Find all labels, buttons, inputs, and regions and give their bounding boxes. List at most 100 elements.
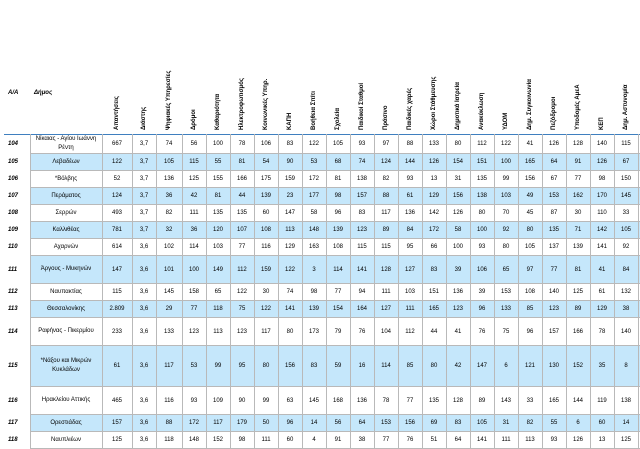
column-header: Καθαριότητα <box>206 0 230 135</box>
column-header: Χώροι Στάθμευσης <box>422 0 446 135</box>
municipality-ranking-table: Α/Α Δήμος Απαντήσεις Διάστης Ψηφιακές Υπηρεσ… <box>4 0 640 449</box>
value-cell: 54 <box>253 153 279 171</box>
value-cell: 80 <box>277 317 303 346</box>
value-cell: 112 <box>397 317 423 346</box>
value-cell: 98 <box>589 170 615 188</box>
value-cell: 129 <box>277 238 303 256</box>
value-cell: 82 <box>517 414 543 432</box>
value-cell: 93 <box>397 170 423 188</box>
column-header-label: Ανακύκλωση <box>479 92 485 130</box>
value-cell: 133 <box>493 300 519 318</box>
table-row: 115 *Νάξου και Μικρών Κυκλάδων 61 3,6 117 53 9… <box>4 345 640 387</box>
value-cell: 138 <box>613 386 639 415</box>
value-cell: 55 <box>541 414 567 432</box>
value-cell: 38 <box>349 431 375 449</box>
value-cell: 63 <box>277 386 303 415</box>
value-cell: 84 <box>613 255 639 284</box>
value-cell: 105 <box>155 153 183 171</box>
value-cell: 70 <box>493 204 519 222</box>
value-cell: 65 <box>205 283 231 301</box>
value-cell: 92 <box>493 221 519 239</box>
value-cell: 83 <box>421 255 447 284</box>
value-cell: 123 <box>349 221 375 239</box>
value-cell: 115 <box>181 153 207 171</box>
column-header-label: ΥΔΟΜ <box>503 112 509 130</box>
value-cell: 115 <box>101 283 133 301</box>
municipality-name: Αχαρνών <box>29 238 103 256</box>
municipality-name: Λεβαδέων <box>29 153 103 171</box>
value-cell: 123 <box>445 300 471 318</box>
value-cell: 172 <box>301 170 327 188</box>
value-cell: 156 <box>517 170 543 188</box>
value-cell: 58 <box>445 221 471 239</box>
value-cell: 122 <box>301 134 327 154</box>
column-header: Απαντήσεις <box>102 0 132 135</box>
row-index: 111 <box>4 255 31 284</box>
value-cell: 135 <box>229 204 255 222</box>
table-row: 116 Ηρακλείου Αττικής 465 3,6 116 93 109 90 99 63… <box>4 386 640 415</box>
value-cell: 123 <box>541 300 567 318</box>
value-cell: 98 <box>301 283 327 301</box>
value-cell: 80 <box>493 238 519 256</box>
value-cell: 44 <box>229 187 255 205</box>
value-cell: 30 <box>253 283 279 301</box>
value-cell: 103 <box>397 283 423 301</box>
value-cell: 3,7 <box>131 221 157 239</box>
value-cell: 3,7 <box>131 187 157 205</box>
value-cell: 3 <box>301 255 327 284</box>
value-cell: 88 <box>155 414 183 432</box>
value-cell: 29 <box>155 300 183 318</box>
value-cell: 97 <box>517 255 543 284</box>
value-cell: 114 <box>181 238 207 256</box>
value-cell: 172 <box>421 221 447 239</box>
value-cell: 67 <box>541 170 567 188</box>
value-cell: 142 <box>589 221 615 239</box>
row-index: 105 <box>4 153 31 171</box>
value-cell: 74 <box>277 283 303 301</box>
value-cell: 122 <box>101 153 133 171</box>
value-cell: 141 <box>277 300 303 318</box>
value-cell: 129 <box>589 300 615 318</box>
value-cell: 117 <box>373 204 399 222</box>
value-cell: 78 <box>373 386 399 415</box>
value-cell: 33 <box>517 386 543 415</box>
value-cell: 6 <box>493 345 519 387</box>
value-cell: 39 <box>445 255 471 284</box>
value-cell: 124 <box>101 187 133 205</box>
value-cell: 147 <box>101 255 133 284</box>
value-cell: 166 <box>229 170 255 188</box>
column-header-label: ΚΕΠ <box>599 117 605 130</box>
value-cell: 98 <box>325 187 351 205</box>
municipality-name: Ναυπακτίας <box>29 283 103 301</box>
column-header: Πεζόδρομοι <box>542 0 566 135</box>
value-cell: 32 <box>155 221 183 239</box>
value-cell: 3,6 <box>131 283 157 301</box>
value-cell: 89 <box>565 300 591 318</box>
value-cell: 105 <box>469 414 495 432</box>
value-cell: 179 <box>229 414 255 432</box>
value-cell: 80 <box>421 345 447 387</box>
value-cell: 154 <box>325 300 351 318</box>
header-row: Α/Α Δήμος Απαντήσεις Διάστης Ψηφιακές Υπηρεσ… <box>4 0 640 135</box>
column-header-label: Δημ. Συγκοινωνία <box>527 79 533 130</box>
value-cell: 123 <box>181 317 207 346</box>
value-cell: 127 <box>373 300 399 318</box>
value-cell: 61 <box>397 187 423 205</box>
value-cell: 67 <box>613 153 639 171</box>
value-cell: 97 <box>373 134 399 154</box>
municipality-name: *Νάξου και Μικρών Κυκλάδων <box>29 345 103 387</box>
column-header: Παιδικές χαρές <box>398 0 422 135</box>
value-cell: 115 <box>373 238 399 256</box>
value-cell: 3,6 <box>131 345 157 387</box>
value-cell: 122 <box>229 283 255 301</box>
value-cell: 84 <box>397 221 423 239</box>
value-cell: 139 <box>253 187 279 205</box>
value-cell: 148 <box>181 431 207 449</box>
value-cell: 80 <box>253 345 279 387</box>
value-cell: 76 <box>469 317 495 346</box>
column-header: Ανακύκλωση <box>470 0 494 135</box>
value-cell: 3,7 <box>131 153 157 171</box>
value-cell: 138 <box>349 170 375 188</box>
value-cell: 108 <box>517 283 543 301</box>
column-header-label: ΚΑΠΗ <box>287 112 293 130</box>
